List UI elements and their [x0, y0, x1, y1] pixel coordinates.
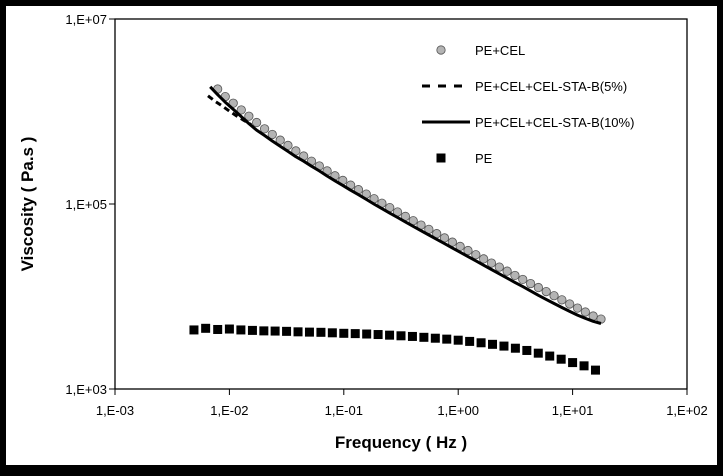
data-point-square: [419, 332, 429, 342]
data-point-circle: [518, 274, 528, 285]
y-tick-label: 1,E+05: [65, 197, 107, 212]
data-point-circle: [502, 266, 512, 276]
data-point-square: [189, 325, 199, 335]
data-point-square: [270, 326, 280, 336]
data-point-square: [213, 324, 223, 334]
data-point-square: [293, 327, 303, 337]
data-point-square: [247, 325, 257, 335]
data-point-circle: [463, 245, 473, 256]
data-point-square: [522, 345, 532, 355]
series-black-square: [189, 323, 600, 375]
data-point-circle: [572, 303, 583, 313]
y-axis-title: Viscosity ( Pa.s ): [18, 137, 37, 272]
data-point-circle: [486, 258, 497, 268]
data-point-square: [362, 329, 372, 339]
legend-label: PE+CEL: [475, 43, 525, 58]
data-point-square: [510, 343, 520, 353]
data-point-square: [476, 338, 486, 348]
data-point-square: [282, 326, 292, 336]
data-point-square: [442, 334, 452, 344]
data-point-square: [430, 333, 440, 343]
data-point-square: [590, 365, 600, 375]
x-tick-label: 1,E+02: [666, 403, 708, 418]
data-point-square: [453, 335, 463, 345]
legend-marker-square: [436, 153, 446, 163]
data-point-square: [339, 328, 349, 338]
data-point-square: [316, 327, 326, 337]
x-axis: 1,E-03 1,E-02 1,E-01 1,E+00 1,E+01 1,E+02: [96, 389, 708, 418]
data-point-circle: [494, 262, 504, 272]
data-point-circle: [557, 295, 567, 305]
series-solid-line: [209, 85, 602, 325]
data-point-circle: [533, 282, 544, 293]
data-point-square: [373, 330, 383, 340]
data-point-circle: [479, 254, 489, 264]
data-point-square: [304, 327, 314, 337]
data-point-circle: [267, 129, 277, 140]
x-tick-label: 1,E-02: [210, 403, 248, 418]
legend-label: PE: [475, 151, 493, 166]
series-line: [209, 85, 602, 325]
data-point-square: [350, 329, 360, 339]
data-point-circle: [525, 278, 536, 289]
chart-area-background: [6, 6, 717, 465]
data-point-square: [568, 358, 578, 368]
legend-label: PE+CEL+CEL-STA-B(5%): [475, 79, 627, 94]
x-tick-label: 1,E+00: [437, 403, 479, 418]
data-point-square: [499, 341, 509, 351]
data-point-circle: [259, 124, 270, 134]
data-point-circle: [580, 307, 590, 317]
data-point-circle: [471, 250, 481, 260]
x-tick-label: 1,E+01: [552, 403, 594, 418]
data-point-square: [488, 339, 498, 349]
data-point-circle: [510, 270, 520, 281]
data-point-circle: [541, 286, 551, 297]
data-point-circle: [252, 117, 262, 128]
x-tick-label: 1,E-03: [96, 403, 134, 418]
data-point-circle: [244, 111, 254, 121]
x-axis-title: Frequency ( Hz ): [335, 433, 467, 452]
data-point-square: [259, 326, 269, 336]
x-tick-label: 1,E-01: [325, 403, 363, 418]
data-point-circle: [275, 135, 285, 145]
data-point-square: [327, 328, 337, 338]
data-point-square: [224, 324, 234, 334]
data-point-square: [533, 348, 543, 358]
legend-marker-circle: [436, 45, 446, 55]
data-point-square: [385, 330, 395, 340]
data-point-square: [545, 351, 555, 361]
data-point-square: [407, 331, 417, 341]
data-point-square: [201, 323, 211, 333]
data-point-circle: [549, 291, 559, 301]
y-tick-label: 1,E+07: [65, 12, 107, 27]
data-point-square: [556, 354, 566, 364]
y-axis: 1,E+03 1,E+05 1,E+07: [65, 12, 115, 397]
legend: PE+CEL PE+CEL+CEL-STA-B(5%) PE+CEL+CEL-STA…: [422, 43, 634, 166]
data-point-circle: [236, 105, 246, 115]
data-point-square: [465, 336, 475, 346]
legend-label: PE+CEL+CEL-STA-B(10%): [475, 115, 634, 130]
data-point-square: [396, 331, 406, 341]
series-layer: [189, 84, 606, 375]
data-point-circle: [565, 299, 575, 309]
data-point-square: [579, 361, 589, 371]
y-tick-label: 1,E+03: [65, 382, 107, 397]
data-point-square: [236, 325, 246, 335]
